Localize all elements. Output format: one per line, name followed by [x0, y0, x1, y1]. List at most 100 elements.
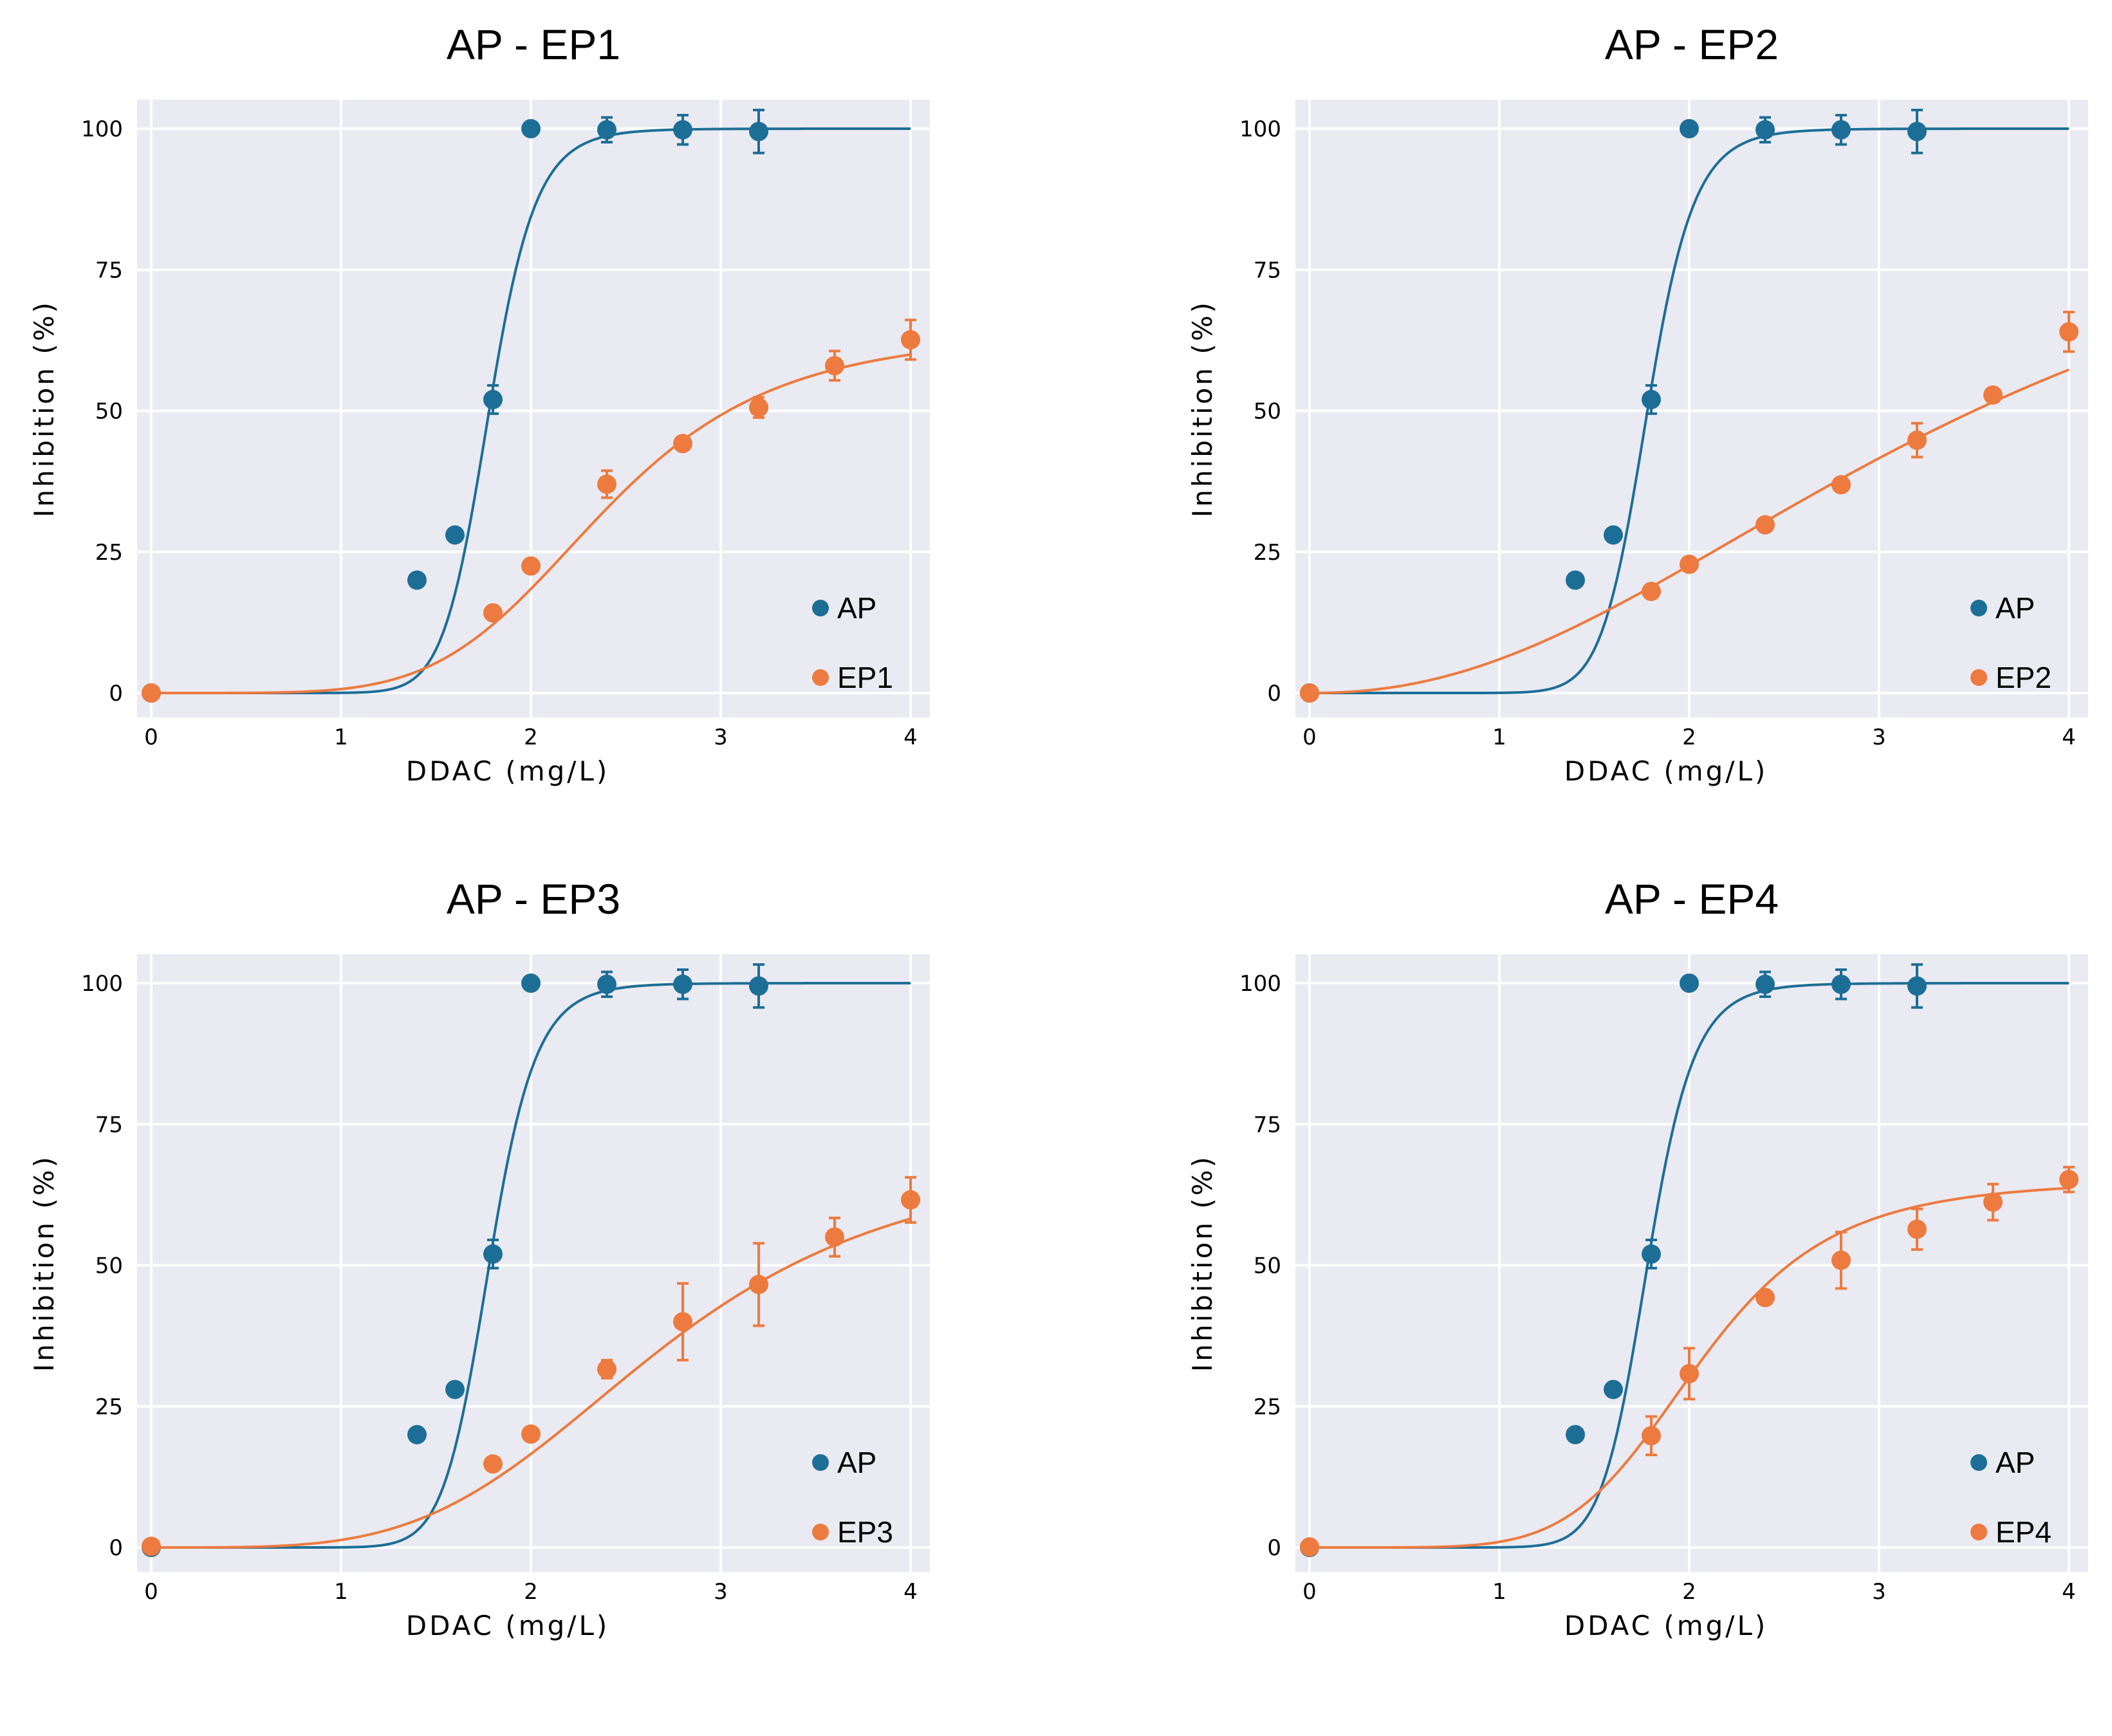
legend-label: AP: [837, 591, 876, 625]
data-point-ap: [445, 525, 465, 545]
plot-area: [1295, 954, 2088, 1572]
data-point-ep1: [673, 434, 692, 454]
legend-label: EP3: [837, 1515, 893, 1549]
x-tick-label: 1: [1492, 1579, 1506, 1605]
data-point-ep3: [142, 1537, 161, 1556]
legend-marker-ep2: [1970, 669, 1987, 686]
legend-label: EP4: [1996, 1515, 2052, 1549]
data-point-ep3: [521, 1424, 541, 1444]
data-point-ap: [749, 122, 768, 142]
data-point-ep4: [1642, 1426, 1661, 1446]
y-tick-label: 0: [1267, 681, 1281, 706]
plot-area: [137, 954, 930, 1572]
data-point-ap: [1642, 389, 1661, 409]
x-tick-label: 2: [524, 1579, 538, 1605]
plot-area: [1295, 100, 2088, 717]
data-point-ep2: [1983, 385, 2003, 405]
y-tick-label: 25: [95, 1394, 123, 1420]
data-point-ap: [1604, 1380, 1623, 1399]
y-tick-label: 75: [95, 257, 123, 283]
y-tick-label: 75: [1254, 1112, 1281, 1138]
legend-marker-ap: [812, 600, 829, 616]
y-tick-label: 75: [95, 1112, 123, 1138]
y-axis-label: Inhibition (%): [28, 1154, 60, 1372]
y-tick-label: 50: [1254, 1253, 1281, 1279]
y-tick-label: 75: [1254, 257, 1281, 283]
y-tick-label: 25: [1254, 540, 1281, 566]
y-tick-label: 50: [95, 399, 123, 425]
data-point-ep1: [901, 329, 920, 349]
data-point-ep1: [749, 398, 768, 418]
y-tick-label: 50: [95, 1253, 123, 1279]
fit-curve-ap: [151, 982, 911, 1549]
y-tick-label: 0: [1267, 1535, 1281, 1561]
x-tick-label: 3: [1872, 1579, 1886, 1605]
data-point-ap: [1831, 974, 1851, 994]
data-point-ap: [1831, 120, 1851, 140]
legend-label: AP: [837, 1446, 876, 1479]
y-axis-label: Inhibition (%): [1187, 1154, 1218, 1372]
legend-label: EP2: [1996, 661, 2052, 694]
data-point-ep2: [2059, 322, 2079, 342]
data-point-ep3: [597, 1359, 616, 1379]
data-point-ep3: [901, 1190, 920, 1210]
fit-curve-ep1: [151, 353, 911, 694]
data-point-ep4: [1300, 1537, 1319, 1557]
x-axis-label: DDAC (mg/L): [1564, 755, 1768, 787]
chart-title: AP - EP1: [447, 21, 620, 68]
data-point-ap: [1907, 122, 1927, 142]
legend-label: EP1: [837, 661, 893, 694]
fit-curve-ep3: [151, 1217, 911, 1549]
x-tick-label: 3: [1872, 725, 1886, 750]
data-point-ap: [1907, 976, 1927, 996]
y-tick-label: 25: [95, 540, 123, 566]
legend-label: AP: [1996, 591, 2035, 625]
series-ep4: [1300, 1165, 2079, 1557]
x-tick-label: 3: [714, 1579, 728, 1605]
x-tick-label: 1: [334, 1579, 348, 1605]
data-point-ep1: [483, 603, 503, 623]
data-point-ep3: [825, 1227, 844, 1247]
data-point-ap: [445, 1380, 465, 1399]
chart-panel-2: AP - EP2 0 1 2 3 4 0 25 50 75 100 DDAC (mg/L) Inhibi…: [1187, 21, 2088, 787]
chart-title: AP - EP3: [447, 875, 620, 923]
data-point-ep2: [1907, 430, 1927, 450]
x-tick-label: 1: [334, 725, 348, 750]
x-tick-label: 4: [903, 725, 918, 750]
chart-panel-4: AP - EP4 0 1 2 3 4 0 25 50 75 100 DDAC (mg/L) Inhibi…: [1187, 875, 2088, 1641]
data-point-ap: [597, 974, 616, 994]
series-ep2: [1300, 311, 2079, 703]
data-point-ap: [1755, 974, 1775, 994]
data-point-ap: [749, 976, 768, 996]
x-tick-label: 2: [524, 725, 538, 750]
y-axis-label: Inhibition (%): [1187, 300, 1218, 517]
data-point-ap: [1680, 119, 1699, 138]
x-tick-label: 1: [1492, 725, 1506, 750]
data-point-ep3: [749, 1275, 768, 1295]
y-tick-label: 100: [81, 116, 123, 142]
data-point-ap: [407, 570, 427, 590]
data-point-ep4: [1831, 1250, 1851, 1270]
legend-marker-ep3: [812, 1524, 829, 1540]
y-tick-label: 0: [109, 1535, 123, 1561]
data-point-ep2: [1642, 582, 1661, 602]
data-point-ep4: [2059, 1170, 2079, 1190]
chart-panel-1: AP - EP1 0 1 2 3 4 0 25 50 75 100 DDAC (mg/L) Inhibi…: [28, 21, 930, 787]
data-point-ap: [673, 120, 692, 140]
data-point-ap: [521, 974, 541, 993]
y-tick-label: 50: [1254, 399, 1281, 425]
legend-marker-ep1: [812, 669, 829, 686]
x-tick-label: 3: [714, 725, 728, 750]
data-point-ap: [407, 1425, 427, 1445]
x-axis-label: DDAC (mg/L): [406, 1610, 610, 1641]
y-tick-label: 0: [109, 681, 123, 706]
data-point-ep4: [1983, 1192, 2003, 1212]
data-point-ep4: [1680, 1363, 1699, 1383]
x-tick-label: 0: [1302, 1579, 1317, 1605]
data-point-ep4: [1755, 1288, 1775, 1307]
x-tick-label: 4: [903, 1579, 918, 1605]
y-tick-label: 100: [81, 971, 123, 997]
y-axis-label: Inhibition (%): [28, 300, 60, 517]
data-point-ap: [521, 119, 541, 138]
